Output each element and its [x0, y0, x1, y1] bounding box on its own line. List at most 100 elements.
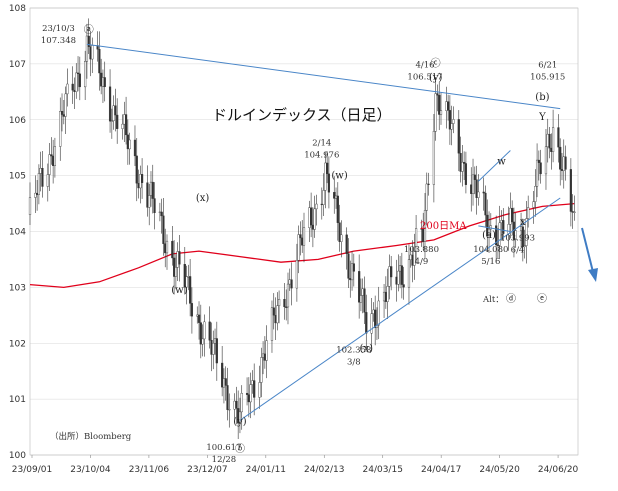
- candle: [313, 195, 316, 238]
- plot-frame: [29, 7, 579, 456]
- x-tick-label: 23/10/04: [70, 465, 111, 475]
- candle-body: [197, 314, 201, 323]
- candle-body: [213, 338, 217, 344]
- candle-body: [470, 184, 473, 194]
- candle-body: [361, 288, 364, 296]
- candle: [320, 187, 323, 220]
- candle-body: [537, 159, 540, 163]
- candle: [59, 97, 62, 161]
- candle: [235, 386, 238, 425]
- y-tick-label: 108: [9, 4, 26, 14]
- candle: [322, 173, 325, 216]
- candle: [514, 212, 517, 248]
- candle: [482, 177, 485, 211]
- candle: [164, 228, 167, 268]
- trendlines: [86, 43, 561, 421]
- candle-body: [247, 394, 250, 403]
- candle: [36, 179, 39, 211]
- candle-body: [509, 207, 512, 225]
- value-label: 100.617: [206, 443, 241, 453]
- candle-body: [448, 110, 451, 130]
- candle-body: [338, 222, 341, 242]
- candle-body: [521, 226, 524, 248]
- candle: [463, 151, 466, 180]
- candle: [398, 255, 402, 289]
- candle-body: [162, 215, 165, 244]
- candle-body: [411, 254, 414, 266]
- candle-body: [84, 61, 87, 88]
- candle-body: [327, 173, 331, 193]
- candle-body: [473, 174, 476, 180]
- candle-body: [212, 343, 215, 355]
- wave-label: ⓐ: [84, 24, 94, 36]
- candle-body: [251, 380, 254, 385]
- candle: [299, 221, 302, 256]
- candle-body: [482, 191, 485, 194]
- candle: [308, 200, 311, 242]
- wave-label: (w): [171, 285, 187, 296]
- candle: [407, 244, 411, 305]
- candle-body: [322, 190, 325, 205]
- wave-label: (x): [360, 344, 374, 355]
- candle-body: [439, 110, 443, 115]
- candle: [525, 201, 528, 264]
- candle: [274, 297, 277, 340]
- candle-body: [222, 378, 226, 388]
- y-tick-label: 100: [9, 451, 26, 461]
- candle-body: [112, 105, 115, 122]
- candle-body: [559, 146, 562, 170]
- candle: [112, 95, 115, 130]
- candle-body: [395, 276, 398, 285]
- candle: [495, 215, 498, 263]
- candle: [185, 265, 188, 305]
- candle-body: [124, 114, 128, 136]
- candle: [171, 226, 174, 266]
- candle-body: [238, 411, 242, 424]
- candle: [212, 330, 215, 370]
- candle-body: [265, 340, 268, 361]
- candle-body: [140, 174, 144, 183]
- value-label: 4/16: [415, 60, 434, 70]
- candle: [245, 377, 249, 406]
- candle: [315, 194, 318, 226]
- candle-body: [432, 131, 435, 185]
- candle: [249, 372, 252, 419]
- candle-body: [228, 409, 231, 411]
- candle-body: [551, 127, 555, 152]
- candle: [423, 192, 427, 259]
- candle-body: [407, 259, 411, 288]
- candle-body: [196, 314, 199, 317]
- candle: [285, 289, 288, 321]
- candle-body: [52, 155, 55, 166]
- candle: [260, 347, 263, 398]
- candlesticks: [28, 18, 576, 439]
- candle-body: [299, 234, 302, 239]
- candle-body: [75, 72, 78, 92]
- candle: [103, 61, 106, 102]
- candle-body: [511, 207, 514, 223]
- candle-body: [532, 201, 535, 208]
- value-label: 3/8: [347, 357, 361, 367]
- candle: [395, 259, 398, 302]
- candle-body: [370, 313, 373, 334]
- candle-body: [123, 114, 126, 125]
- candle: [382, 284, 386, 319]
- candle-body: [402, 284, 405, 288]
- x-tick-label: 24/01/11: [246, 465, 286, 475]
- y-tick-label: 106: [9, 116, 26, 126]
- wave-label: Y: [538, 112, 546, 123]
- candle: [551, 109, 555, 163]
- candle-body: [59, 111, 62, 147]
- candle-body: [91, 45, 94, 60]
- candle: [148, 183, 151, 226]
- candle-body: [388, 266, 391, 287]
- candle-body: [340, 234, 343, 242]
- candle: [160, 198, 163, 234]
- candle: [365, 294, 368, 348]
- candle-body: [447, 101, 450, 111]
- candle: [375, 307, 379, 341]
- candle: [128, 132, 131, 165]
- candle-body: [297, 234, 300, 261]
- candle: [290, 262, 293, 306]
